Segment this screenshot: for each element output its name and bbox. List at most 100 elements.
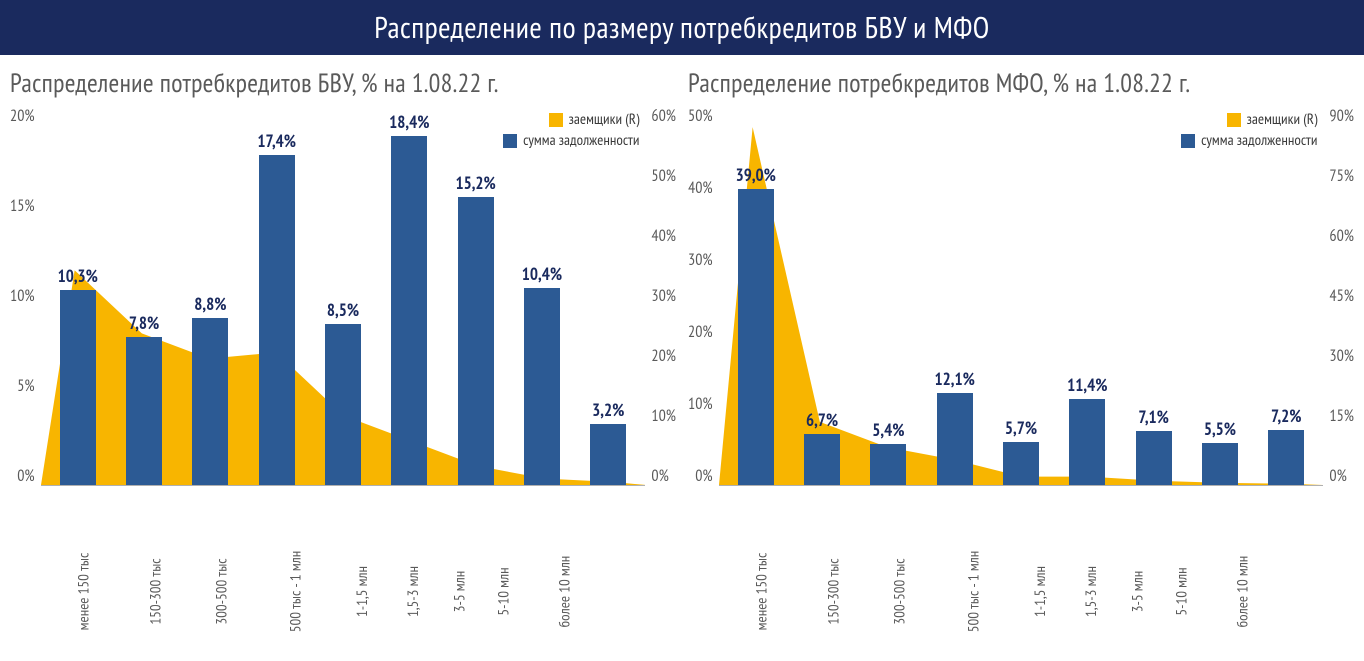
x-tick-label: менее 150 тыс [752, 553, 771, 631]
chart-bvu-legend: заемщики (R) сумма задолженности [503, 110, 639, 152]
y-tick: 15% [1329, 406, 1354, 426]
y-tick: 10% [688, 394, 713, 414]
x-tick-label: менее 150 тыс [74, 553, 93, 631]
bar-slot: 15,2% [442, 106, 508, 485]
x-tick: 500 тыс - 1 млн [933, 530, 1015, 656]
bar [192, 318, 228, 485]
y-tick: 90% [1329, 106, 1354, 126]
legend-borrowers-label: заемщики (R) [1247, 110, 1318, 129]
bar [259, 155, 295, 485]
bar [870, 444, 906, 485]
bar [391, 136, 427, 485]
bar [738, 189, 774, 485]
legend-swatch-bar [1181, 134, 1195, 148]
bar [524, 288, 560, 485]
bar-value-label: 7,8% [129, 312, 159, 334]
bar-value-label: 5,4% [872, 419, 904, 441]
y-tick: 40% [688, 178, 713, 198]
bar-slot: 39,0% [723, 106, 789, 485]
bar-slot: 8,8% [177, 106, 243, 485]
chart-bvu-plot: заемщики (R) сумма задолженности 10,3%7,… [41, 106, 646, 486]
legend-borrowers-label: заемщики (R) [569, 110, 640, 129]
chart-mfo-body: 50% 40% 30% 20% 10% 0% заемщики (R) сумма зад… [688, 106, 1354, 526]
y-tick: 30% [651, 286, 676, 306]
bar-value-label: 8,5% [327, 299, 359, 321]
chart-mfo-xaxis-wrap: менее 150 тыс 150-300 тыс 300-500 тыс 500 т… [688, 526, 1354, 656]
y-tick: 30% [688, 250, 713, 270]
y-tick: 0% [10, 466, 35, 486]
chart-mfo-title: Распределение потребкредитов МФО, % на 1… [688, 67, 1354, 100]
chart-bvu-bars: 10,3%7,8%8,8%17,4%8,5%18,4%15,2%10,4%3,2… [41, 106, 646, 485]
y-axis-left-secondary: 60%50%40%30%20%10%0% [645, 106, 676, 486]
chart-mfo-xaxis: менее 150 тыс 150-300 тыс 300-500 тыс 500 т… [719, 526, 1282, 656]
x-tick: 150-300 тыс [801, 530, 867, 656]
charts-row: Распределение потребкредитов БВУ, % на 1… [0, 55, 1364, 656]
bar-slot: 5,4% [855, 106, 921, 485]
x-tick: 1-1,5 млн [1015, 530, 1066, 656]
bar [1003, 442, 1039, 485]
y-tick: 60% [651, 106, 676, 126]
chart-bvu-xaxis: менее 150 тыс 150-300 тыс 300-500 тыс 500 т… [41, 526, 604, 656]
legend-debt-label: сумма задолженности [523, 131, 639, 150]
legend-borrowers: заемщики (R) [1181, 110, 1317, 129]
chart-bvu-title: Распределение потребкредитов БВУ, % на 1… [10, 67, 676, 100]
bar-slot: 5,5% [1187, 106, 1253, 485]
y-tick: 0% [688, 466, 713, 486]
y-tick: 45% [1329, 286, 1354, 306]
x-tick: 300-500 тыс [867, 530, 933, 656]
chart-mfo-plot: заемщики (R) сумма задолженности 39,0%6,… [719, 106, 1324, 486]
bar-value-label: 11,4% [1067, 374, 1107, 396]
y-tick: 15% [10, 196, 35, 216]
x-tick: 1-1,5 млн [337, 530, 388, 656]
bar [804, 434, 840, 485]
chart-mfo-bars: 39,0%6,7%5,4%12,1%5,7%11,4%7,1%5,5%7,2% [719, 106, 1324, 485]
x-tick: более 10 млн [529, 530, 601, 656]
x-tick: менее 150 тыс [723, 530, 801, 656]
y-tick: 20% [688, 322, 713, 342]
x-tick-label: 5-10 млн [1173, 567, 1192, 615]
bar-value-label: 10,4% [522, 263, 562, 285]
bar-slot: 8,5% [310, 106, 376, 485]
bar-slot: 17,4% [244, 106, 310, 485]
chart-bvu-xaxis-wrap: менее 150 тыс 150-300 тыс 300-500 тыс 500 т… [10, 526, 676, 656]
y-tick: 50% [688, 106, 713, 126]
legend-swatch-area [549, 113, 563, 127]
y-tick: 10% [651, 406, 676, 426]
y-tick: 40% [651, 226, 676, 246]
bar-value-label: 12,1% [935, 368, 975, 390]
bar [1202, 443, 1238, 485]
x-tick: 150-300 тыс [123, 530, 189, 656]
y-tick: 60% [1329, 226, 1354, 246]
bar-value-label: 3,2% [592, 399, 624, 421]
bar [60, 290, 96, 485]
page-header: Распределение по размеру потребкредитов … [0, 0, 1364, 55]
bar [1069, 399, 1105, 485]
x-tick-label: 1-1,5 млн [1031, 566, 1050, 617]
y-tick: 0% [651, 466, 676, 486]
bar-value-label: 18,4% [389, 111, 429, 133]
y-tick: 20% [651, 346, 676, 366]
chart-bvu-body: 20% 15% 10% 5% 0% заемщики (R) сумма задолже… [10, 106, 676, 526]
bar [937, 393, 973, 485]
x-tick-label: 150-300 тыс [824, 558, 843, 624]
bar-slot: 18,4% [376, 106, 442, 485]
x-tick-label: 1,5-3 млн [1082, 566, 1101, 617]
bar [325, 324, 361, 485]
x-tick: более 10 млн [1207, 530, 1279, 656]
x-tick: 1,5-3 млн [1066, 530, 1117, 656]
x-tick: 3-5 млн [1117, 530, 1159, 656]
x-tick: 500 тыс - 1 млн [255, 530, 337, 656]
y-axis-right-secondary: 90%75%60%45%30%15%0% [1323, 106, 1354, 486]
y-tick: 30% [1329, 346, 1354, 366]
bar [1136, 431, 1172, 485]
x-tick-label: 500 тыс - 1 млн [286, 551, 305, 633]
bar-slot: 11,4% [1054, 106, 1120, 485]
bar-value-label: 8,8% [194, 293, 226, 315]
bar-slot: 7,8% [111, 106, 177, 485]
bar-slot: 10,4% [509, 106, 575, 485]
y-tick: 5% [10, 376, 35, 396]
x-tick-label: 300-500 тыс [891, 558, 910, 624]
bar [458, 197, 494, 485]
x-tick-label: 300-500 тыс [213, 558, 232, 624]
x-tick-label: 3-5 млн [1128, 571, 1147, 613]
